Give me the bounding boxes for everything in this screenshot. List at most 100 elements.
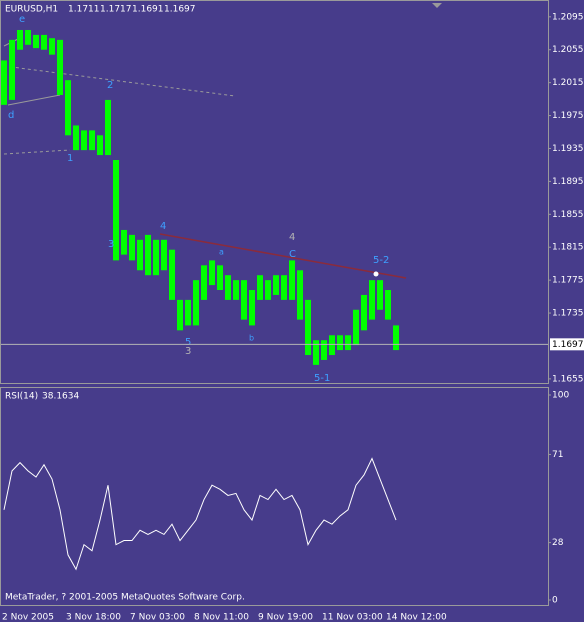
price-bar (17, 29, 23, 50)
x-tick-label: 9 Nov 19:00 (258, 613, 313, 622)
shift-marker[interactable] (432, 3, 442, 8)
wave-label: 4 (160, 221, 166, 232)
y-tick-label: 0 (552, 596, 558, 606)
wave-label: C (289, 249, 296, 260)
price-panel (0, 0, 549, 384)
x-tick-label: 7 Nov 03:00 (130, 613, 185, 622)
price-bar (49, 38, 55, 55)
y-tick-label: 100 (552, 391, 569, 401)
wave-label: 2 (107, 80, 113, 91)
price-bar (169, 249, 175, 300)
price-bar (161, 239, 167, 271)
x-tick-label: 14 Nov 12:00 (386, 613, 447, 622)
last-price-label: 1.1697 (552, 340, 584, 350)
price-bar (193, 280, 199, 326)
price-bar (217, 265, 223, 291)
price-bar (241, 280, 247, 320)
price-bar (265, 280, 271, 300)
price-bar (289, 260, 295, 300)
rsi-panel (0, 387, 549, 606)
y-tick-label: 1.1895 (552, 177, 584, 187)
price-bar (209, 260, 215, 286)
price-bar (137, 239, 143, 271)
price-bar (105, 99, 111, 156)
price-bar (225, 275, 231, 300)
last-price-box (550, 338, 584, 351)
wave-label: 5-2 (373, 255, 389, 266)
price-bar (113, 159, 119, 261)
wave-label: 5-1 (314, 373, 330, 384)
trend-line (159, 233, 407, 279)
trend-line (3, 65, 236, 97)
wave-label: d (8, 110, 14, 121)
wave-label: 5 (185, 337, 191, 348)
price-bar (33, 34, 39, 49)
y-tick-label: 28 (552, 538, 564, 548)
price-bar (249, 290, 255, 326)
price-bar (81, 130, 87, 151)
y-tick-label: 1.1735 (552, 309, 584, 319)
x-tick-label: 11 Nov 03:00 (322, 613, 383, 622)
price-bar (345, 335, 351, 351)
price-bar (257, 275, 263, 300)
price-bar (73, 125, 79, 151)
price-bar (129, 234, 135, 261)
price-bar (385, 290, 391, 320)
price-bar (281, 275, 287, 300)
wave-point (373, 271, 379, 277)
price-bar (369, 280, 375, 320)
price-bar (177, 299, 183, 331)
price-bar (305, 299, 311, 356)
price-bar (297, 270, 303, 320)
price-bar (321, 340, 327, 360)
y-tick-label: 1.2015 (552, 78, 584, 88)
price-bar (1, 60, 7, 105)
x-tick-label: 8 Nov 11:00 (194, 613, 249, 622)
price-bar (57, 39, 63, 95)
y-tick-label: 1.1855 (552, 210, 584, 220)
low: 1.1691 (132, 5, 164, 15)
wave-label: 3 (185, 346, 191, 357)
price-bar (153, 239, 159, 276)
wave-label: 4 (289, 232, 295, 243)
wave-label: 3 (108, 239, 114, 250)
wave-label: b (249, 334, 254, 343)
price-bar (9, 39, 15, 100)
y-tick-label: 1.2055 (552, 45, 584, 55)
price-bar (353, 309, 359, 346)
price-bar (201, 265, 207, 300)
y-tick-label: 71 (552, 450, 563, 460)
price-bar (337, 335, 343, 351)
price-bar (377, 280, 383, 310)
close: 1.1697 (164, 5, 196, 15)
y-tick-label: 1.1935 (552, 144, 584, 154)
price-bar (273, 275, 279, 295)
y-tick-label: 1.1975 (552, 111, 584, 121)
x-tick-label: 3 Nov 18:00 (66, 613, 121, 622)
price-bar (97, 135, 103, 156)
high: 1.1717 (100, 5, 132, 15)
price-bar (25, 29, 31, 45)
price-bar (145, 234, 151, 276)
price-bar (313, 340, 319, 365)
rsi-title: RSI(14) (5, 392, 38, 402)
price-bar (393, 325, 399, 351)
price-bar (185, 299, 191, 326)
open: 1.1711 (68, 5, 100, 15)
price-bar (121, 229, 127, 255)
y-tick-label: 1.2095 (552, 12, 584, 22)
price-bar (233, 280, 239, 300)
rsi-line (3, 457, 397, 571)
wave-label: e (19, 14, 25, 25)
x-tick-label: 2 Nov 2005 (2, 613, 54, 622)
wave-label: a (219, 248, 224, 257)
price-bar (41, 34, 47, 50)
trend-line (3, 149, 71, 155)
price-bar (65, 80, 71, 136)
y-tick-label: 1.1655 (552, 374, 584, 384)
price-bar (89, 130, 95, 151)
rsi-value: 38.1634 (42, 392, 79, 402)
trend-line (7, 94, 61, 106)
y-tick-label: 1.1815 (552, 243, 584, 253)
